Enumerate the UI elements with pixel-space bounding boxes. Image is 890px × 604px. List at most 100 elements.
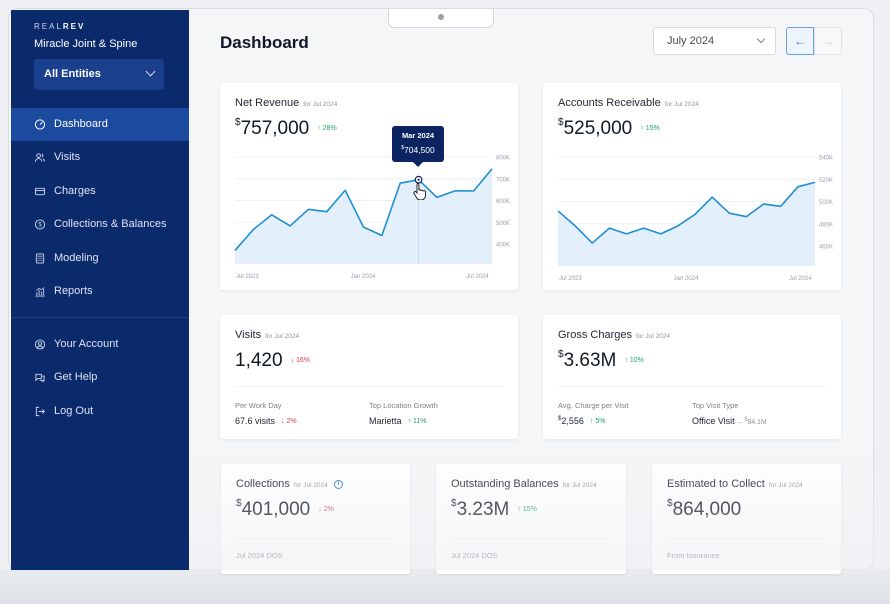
divider (235, 386, 503, 387)
delta-badge: ↓ 16% (290, 357, 311, 365)
visits-card[interactable]: Visits for Jul 2024 1,420 ↓ 16% Per Work D… (220, 315, 518, 439)
value: 3.23M (456, 499, 510, 520)
delta-badge: ↑ 28% (317, 125, 337, 133)
y-tick-label: 460K (819, 245, 833, 251)
divider (236, 538, 395, 539)
nav-label: Log Out (54, 404, 94, 417)
currency: $ (558, 117, 564, 128)
svg-text:$: $ (38, 223, 42, 229)
y-tick-label: 800K (496, 156, 510, 162)
info-icon[interactable]: i (333, 479, 343, 489)
period-label: for Jul 2024 (265, 333, 300, 340)
value: 401,000 (241, 499, 311, 520)
card-title: Accounts Receivable for Jul 2024 (558, 97, 699, 109)
month-select-value: July 2024 (667, 35, 715, 47)
account-nav: Your Account Get Help Log Out (11, 328, 189, 428)
value: 84.1M (747, 419, 767, 426)
entity-select[interactable]: All Entities (34, 59, 164, 90)
currency: $ (558, 416, 562, 422)
delta-badge: ↑ 10% (624, 357, 644, 365)
net-revenue-chart[interactable]: 800K 700K 600K 500K 400K Jul 2023 Jan 2024 Jul … (220, 83, 518, 290)
nav-item-charges[interactable]: Charges (11, 175, 189, 208)
x-tick-label: Jan 2024 (351, 274, 376, 280)
card-title: Visits for Jul 2024 (235, 329, 299, 341)
x-tick-label: Jul 2023 (236, 274, 259, 280)
next-month-button[interactable]: → (814, 27, 842, 55)
delta-badge: ↑ 5% (589, 418, 606, 426)
x-tick-label: Jul 2024 (789, 276, 812, 282)
nav-item-visits[interactable]: Visits (11, 141, 189, 174)
value: 704,500 (404, 145, 435, 155)
chat-icon (35, 374, 45, 383)
card-title: Outstanding Balances for Jul 2024 (451, 478, 597, 490)
sub-extra: – $84.1M (738, 416, 767, 426)
prev-month-button[interactable]: ← (786, 27, 814, 55)
nav-item-log-out[interactable]: Log Out (11, 395, 189, 428)
page-title: Dashboard (220, 33, 309, 52)
bar-chart-icon (35, 287, 45, 297)
period-label: for Jul 2024 (635, 333, 670, 340)
currency: $ (451, 498, 457, 509)
sub-label: From Insurance (667, 551, 720, 560)
estimated-to-collect-value: $864,000 (667, 498, 741, 521)
x-tick-label: Jan 2024 (674, 276, 699, 282)
sub-label: Jul 2024 DOS (451, 551, 498, 560)
value: 2,556 (561, 416, 584, 426)
y-tick-label: 600K (496, 199, 510, 205)
value: 3.63M (563, 350, 617, 371)
card-title-text: Net Revenue (235, 97, 300, 109)
nav-item-reports[interactable]: Reports (11, 275, 189, 308)
card-title-text: Collections (236, 478, 290, 490)
y-tick-label: 480K (819, 222, 833, 228)
gross-charges-card[interactable]: Gross Charges for Jul 2024 $3.63M ↑ 10% Av… (543, 315, 841, 439)
delta-badge: ↓ 2% (281, 418, 297, 426)
net-revenue-card[interactable]: Net Revenue for Jul 2024 $757,000 ↑ 28% 80… (220, 83, 518, 290)
net-revenue-value: $757,000 ↑ 28% (235, 117, 337, 140)
nav-divider (11, 317, 189, 318)
collections-card[interactable]: Collections for Jul 2024 i $401,000 ↓ 2% Ju… (221, 464, 410, 574)
sub-value: Office Visit – $84.1M (692, 416, 767, 426)
main-nav: Dashboard Visits Charges $ Collections &… (11, 108, 189, 308)
card-title-text: Gross Charges (558, 329, 632, 341)
divider (667, 538, 826, 539)
card-title: Gross Charges for Jul 2024 (558, 329, 670, 341)
camera-icon (438, 14, 444, 20)
currency: $ (558, 349, 564, 360)
period-label: for Jul 2024 (293, 482, 328, 489)
chevron-down-icon (756, 34, 766, 44)
currency: $ (744, 416, 748, 423)
camera-notch (388, 9, 494, 28)
nav-item-modeling[interactable]: Modeling (11, 242, 189, 275)
card-title-text: Accounts Receivable (558, 97, 661, 109)
sub-value: Marietta ↑ 11% (369, 416, 426, 426)
delta-badge: ↑ 15% (517, 506, 537, 514)
calculator-icon (35, 253, 45, 264)
nav-item-collections-balances[interactable]: $ Collections & Balances (11, 208, 189, 241)
delta-badge: ↓ 2% (318, 506, 334, 514)
card-title-text: Visits (235, 329, 262, 341)
outstanding-balances-card[interactable]: Outstanding Balances for Jul 2024 $3.23M ↑… (436, 464, 626, 574)
estimated-to-collect-card[interactable]: Estimated to Collect for Jul 2024 $864,00… (652, 464, 841, 574)
sidebar: REALREV Miracle Joint & Spine All Entiti… (11, 10, 189, 570)
people-icon (34, 153, 46, 163)
nav-item-dashboard[interactable]: Dashboard (11, 108, 189, 142)
accounts-receivable-chart[interactable]: 540K 520K 500K 480K 460K Jul 2023 Jan 2024 Jul … (543, 83, 841, 290)
sub-value: $2,556 ↑ 5% (558, 416, 605, 426)
dollar-circle-icon: $ (34, 219, 46, 230)
x-tick-label: Jul 2023 (559, 276, 582, 282)
collections-value: $401,000 ↓ 2% (236, 498, 334, 521)
gross-charges-value: $3.63M ↑ 10% (558, 349, 644, 372)
nav-label: Reports (54, 284, 93, 297)
period-label: for Jul 2024 (303, 101, 338, 108)
month-select[interactable]: July 2024 (653, 27, 776, 55)
logout-icon (35, 406, 45, 416)
user-circle-icon (34, 339, 46, 350)
y-tick-label: 400K (496, 243, 510, 249)
nav-item-your-account[interactable]: Your Account (11, 328, 189, 361)
y-tick-label: 700K (496, 177, 510, 183)
nav-item-get-help[interactable]: Get Help (11, 361, 189, 394)
card-title-text: Outstanding Balances (451, 478, 559, 490)
entity-select-value: All Entities (44, 68, 101, 80)
card-icon (34, 187, 46, 195)
accounts-receivable-card[interactable]: Accounts Receivable for Jul 2024 $525,000… (543, 83, 841, 290)
